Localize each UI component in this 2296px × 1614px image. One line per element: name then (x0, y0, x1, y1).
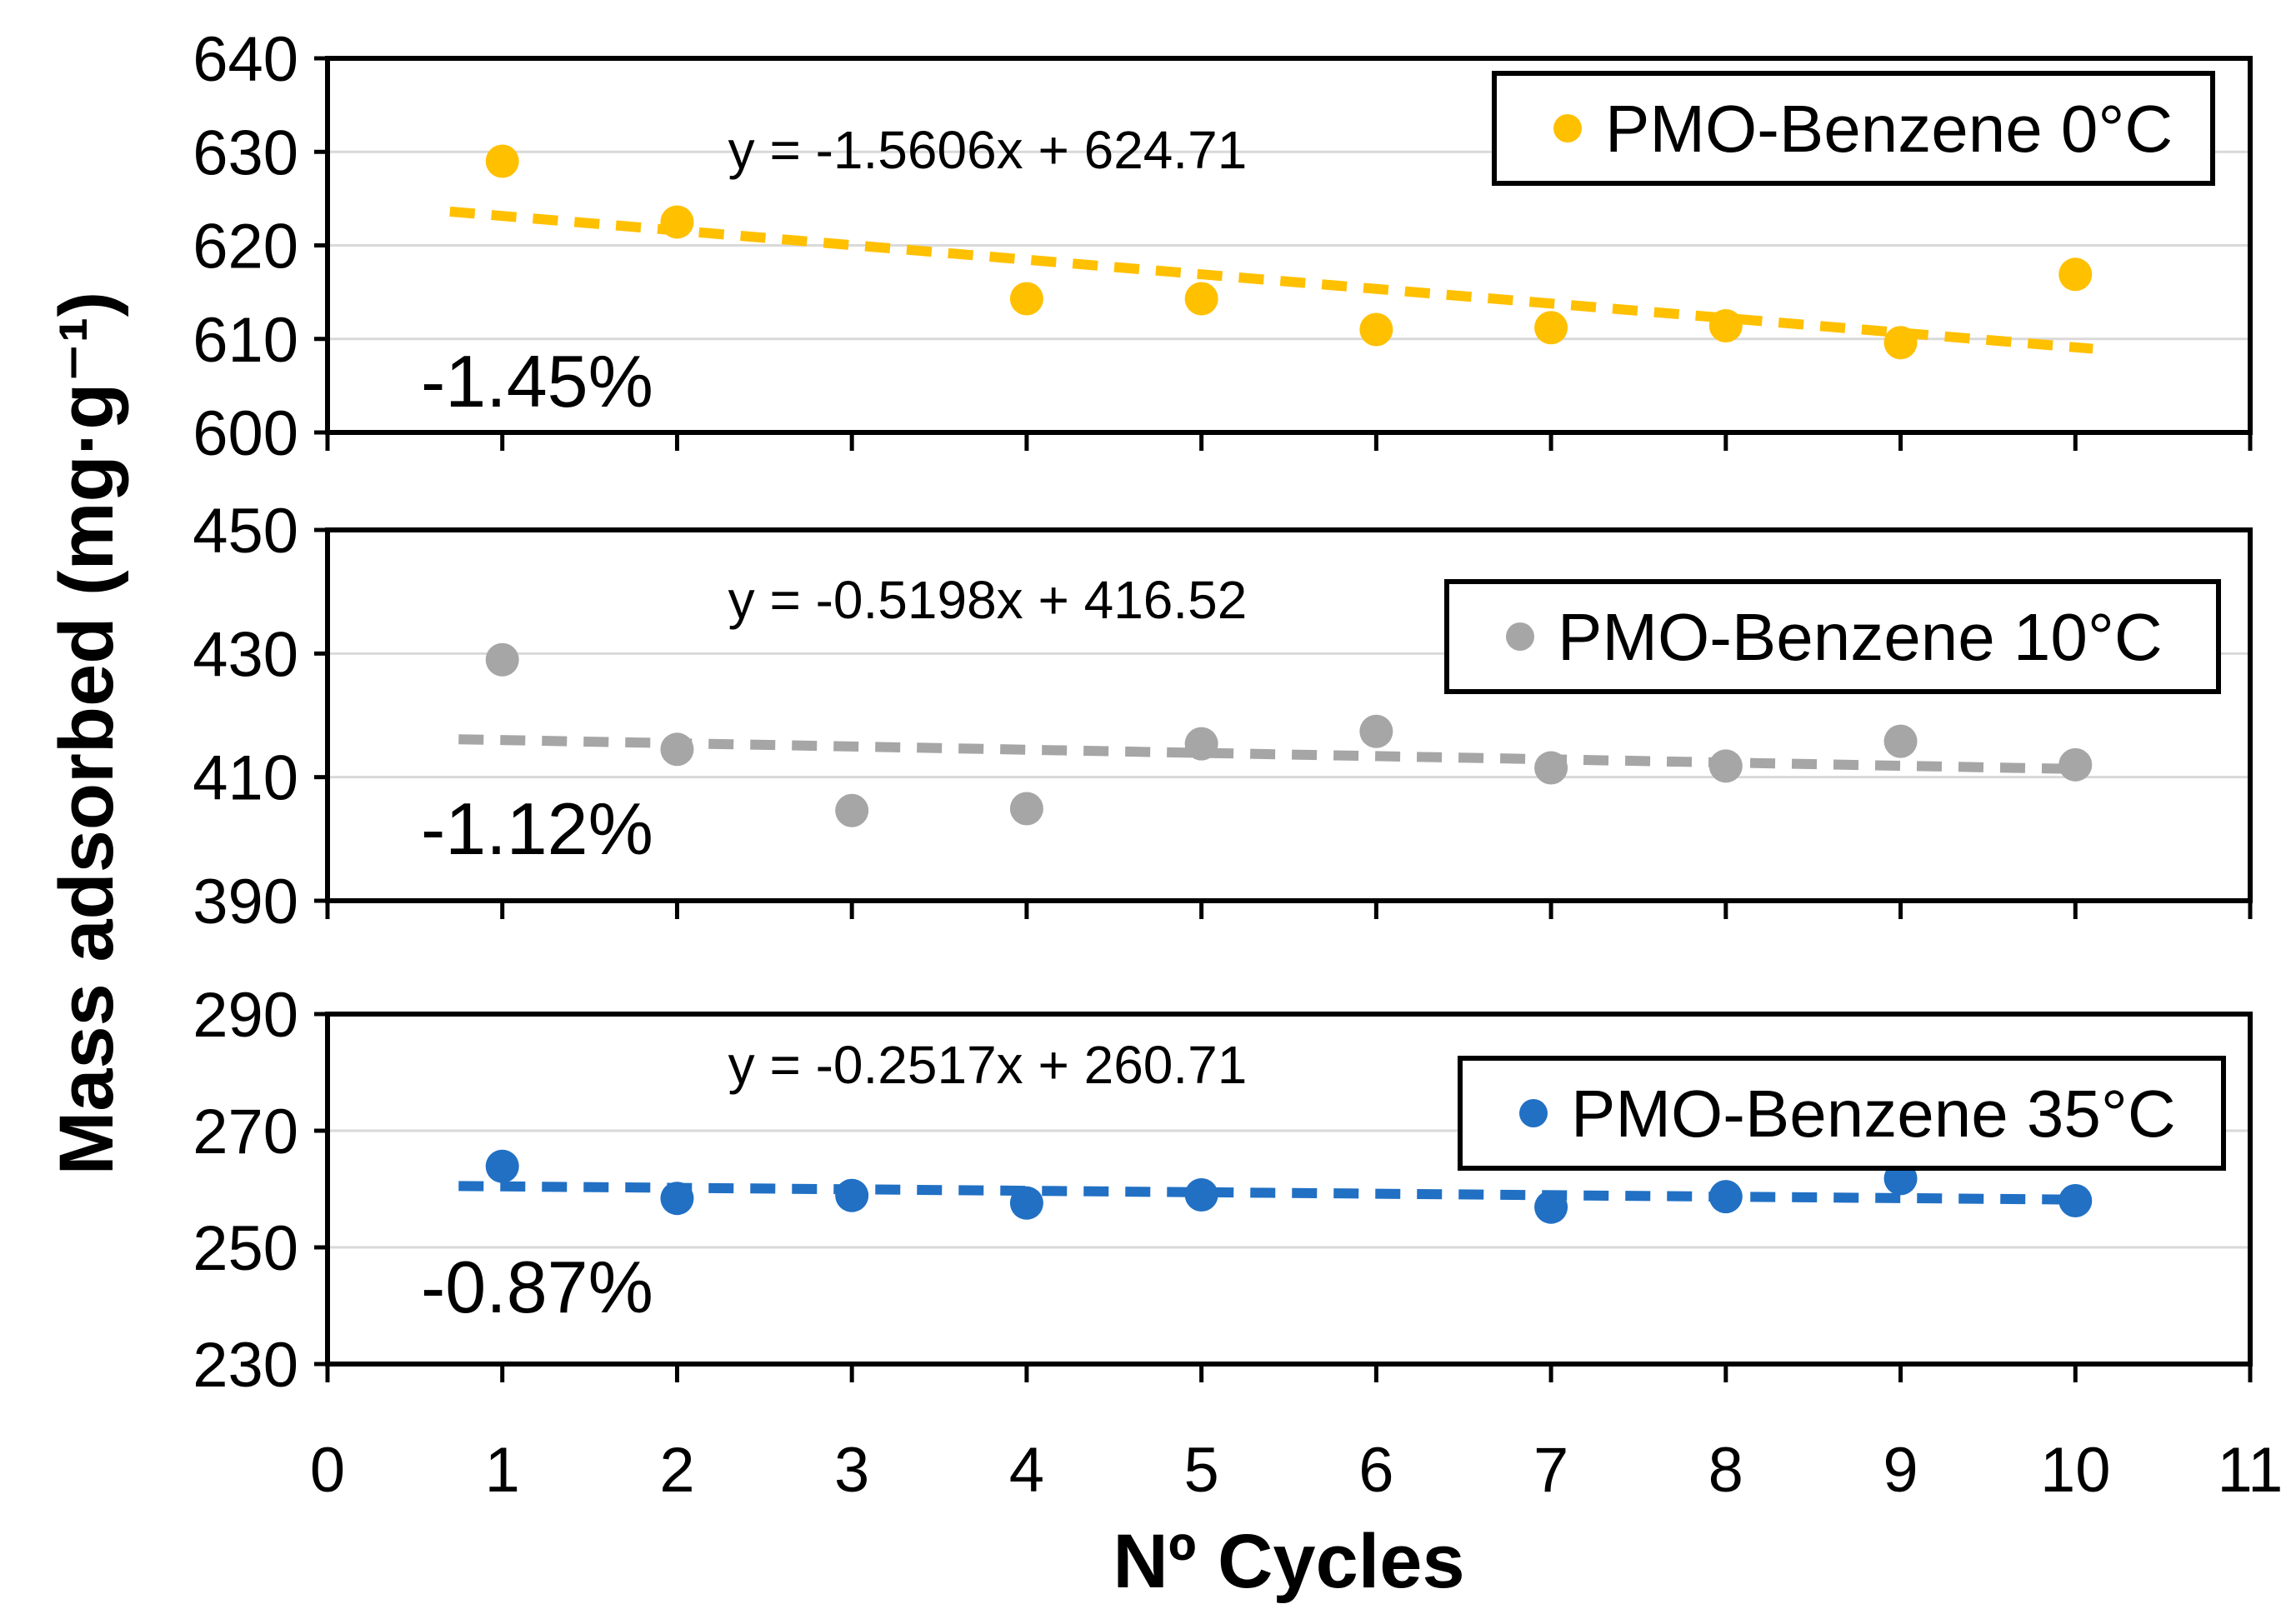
data-point (1708, 749, 1743, 783)
trendline-equation: y = -0.5198x + 416.52 (728, 570, 1248, 630)
legend-marker-icon (1519, 1099, 1548, 1127)
y-tick-label: 640 (193, 24, 298, 95)
chart-panel: 600 610 620 630 640 y = -1.5606x + 624.71 -1.4… (193, 24, 2253, 469)
trendline (449, 206, 2093, 354)
legend-label: PMO-Benzene 0°C (1605, 92, 2173, 166)
y-tick-label: 270 (193, 1097, 298, 1167)
legend-box (1458, 1056, 2226, 1171)
decline-annotation: -1.12% (421, 787, 653, 870)
plot-border (325, 1012, 2253, 1367)
data-point (660, 205, 694, 239)
legend: PMO-Benzene 0°C (1492, 71, 2215, 186)
y-tick-label: 430 (193, 619, 298, 690)
data-point (485, 1149, 519, 1183)
data-point (2058, 1184, 2093, 1217)
x-tick-label: 2 (659, 1435, 694, 1506)
decline-annotation: -1.45% (421, 340, 653, 422)
x-tick-label: 0 (310, 1435, 345, 1506)
data-point (1009, 1186, 1043, 1220)
y-tick-label: 610 (193, 305, 298, 376)
y-tick-label: 250 (193, 1213, 298, 1284)
data-point (1534, 751, 1568, 785)
data-point (1883, 724, 1918, 758)
data-point (1708, 1180, 1743, 1214)
x-tick-label: 10 (2040, 1435, 2111, 1506)
legend: PMO-Benzene 10°C (1444, 579, 2221, 694)
y-tick-label: 230 (193, 1330, 298, 1401)
data-point (660, 1182, 694, 1216)
data-point (1009, 792, 1043, 826)
y-tick-label: 450 (193, 496, 298, 567)
data-point (1359, 312, 1393, 347)
data-point (1009, 282, 1043, 316)
data-point (1184, 282, 1218, 316)
data-point (2058, 747, 2093, 782)
legend-label: PMO-Benzene 35°C (1571, 1077, 2176, 1151)
data-point (1708, 309, 1743, 343)
data-point (1534, 1190, 1568, 1224)
data-point (1883, 326, 1918, 360)
x-tick-label: 9 (1883, 1435, 1918, 1506)
trendline-equation: y = -1.5606x + 624.71 (728, 120, 1248, 180)
x-tick-label: 7 (1533, 1435, 1568, 1506)
x-tick-label: 11 (2218, 1435, 2283, 1506)
data-point (1359, 714, 1393, 748)
y-tick-label: 410 (193, 743, 298, 814)
y-tick-label: 290 (193, 980, 298, 1051)
x-tick-label: 3 (834, 1435, 869, 1506)
data-point (660, 732, 694, 767)
data-point (1184, 727, 1218, 761)
data-point (485, 642, 519, 677)
y-tick-label: 630 (193, 117, 298, 188)
trendline (458, 1181, 2076, 1205)
y-tick-label: 390 (193, 867, 298, 937)
plot-border (325, 527, 2253, 903)
trendline-equation: y = -0.2517x + 260.71 (728, 1035, 1248, 1095)
x-tick-label: 4 (1009, 1435, 1044, 1506)
data-point (2058, 257, 2093, 292)
decline-annotation: -0.87% (421, 1246, 653, 1328)
data-point (835, 1178, 869, 1212)
x-tick-label: 1 (485, 1435, 520, 1506)
y-tick-label: 620 (193, 212, 298, 282)
legend: PMO-Benzene 35°C (1458, 1056, 2226, 1171)
legend-marker-icon (1506, 622, 1534, 651)
trendline (458, 734, 2076, 774)
x-tick-label: 5 (1183, 1435, 1218, 1506)
y-tick-label: 600 (193, 398, 298, 469)
legend-label: PMO-Benzene 10°C (1558, 600, 2163, 674)
data-point (835, 793, 869, 827)
chart-panel: 230 250 270 290 y = -0.2517x + 260.71 -0.87% P… (193, 980, 2253, 1401)
chart-panel: 390 410 430 450 y = -0.5198x + 416.52 -1.12% P… (193, 496, 2253, 937)
legend-box (1444, 579, 2221, 694)
data-point (1184, 1178, 1218, 1212)
legend-marker-icon (1553, 114, 1582, 142)
x-tick-label: 6 (1358, 1435, 1393, 1506)
x-axis-title: Nº Cycles (1113, 1519, 1465, 1604)
data-point (485, 144, 519, 178)
x-tick-label: 8 (1708, 1435, 1743, 1506)
legend-box (1492, 71, 2215, 186)
y-axis-title: Mass adsorbed (mg·g⁻¹) (44, 291, 129, 1176)
data-point (1534, 311, 1568, 345)
